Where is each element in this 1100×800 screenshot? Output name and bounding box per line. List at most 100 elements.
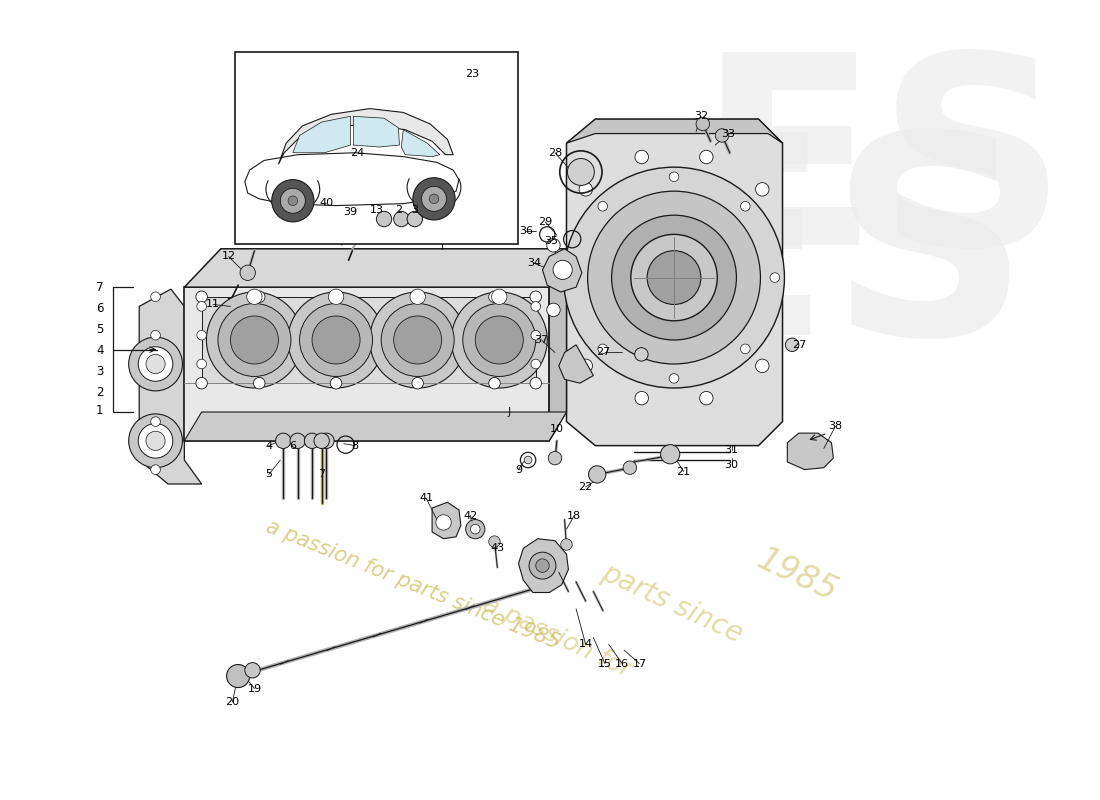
Text: 20: 20 bbox=[226, 697, 240, 707]
Text: 43: 43 bbox=[491, 543, 505, 554]
Polygon shape bbox=[425, 86, 459, 114]
Circle shape bbox=[312, 316, 360, 364]
Polygon shape bbox=[140, 289, 201, 484]
Text: 3: 3 bbox=[411, 206, 418, 215]
Text: 33: 33 bbox=[720, 129, 735, 138]
Polygon shape bbox=[394, 114, 490, 134]
Circle shape bbox=[151, 465, 161, 474]
Circle shape bbox=[411, 291, 424, 302]
Circle shape bbox=[598, 344, 607, 354]
Circle shape bbox=[288, 196, 298, 206]
Circle shape bbox=[290, 433, 306, 449]
Text: 12: 12 bbox=[221, 251, 235, 262]
Circle shape bbox=[568, 158, 594, 186]
Circle shape bbox=[276, 433, 290, 449]
Circle shape bbox=[139, 423, 173, 458]
Circle shape bbox=[415, 142, 469, 195]
Circle shape bbox=[785, 338, 799, 351]
Circle shape bbox=[288, 292, 384, 388]
Circle shape bbox=[197, 330, 207, 340]
Text: 32: 32 bbox=[694, 111, 708, 122]
Circle shape bbox=[700, 150, 713, 164]
Polygon shape bbox=[518, 538, 569, 593]
Circle shape bbox=[245, 662, 261, 678]
Text: 6: 6 bbox=[96, 302, 103, 315]
Circle shape bbox=[547, 303, 560, 317]
Text: 28: 28 bbox=[548, 148, 562, 158]
Circle shape bbox=[382, 303, 454, 377]
Circle shape bbox=[630, 234, 717, 321]
Polygon shape bbox=[788, 433, 834, 470]
Circle shape bbox=[129, 337, 183, 391]
Polygon shape bbox=[566, 119, 782, 446]
Polygon shape bbox=[559, 345, 593, 383]
Text: 2: 2 bbox=[96, 386, 103, 399]
Circle shape bbox=[635, 348, 648, 361]
Text: 7: 7 bbox=[96, 281, 103, 294]
Circle shape bbox=[151, 417, 161, 426]
Circle shape bbox=[635, 150, 648, 164]
Text: 5: 5 bbox=[96, 323, 103, 336]
Polygon shape bbox=[402, 130, 440, 157]
Circle shape bbox=[463, 303, 536, 377]
Polygon shape bbox=[245, 153, 459, 206]
Text: 1: 1 bbox=[96, 403, 103, 417]
Text: 36: 36 bbox=[519, 226, 534, 237]
Text: 38: 38 bbox=[828, 422, 843, 431]
Text: ES: ES bbox=[640, 123, 1031, 394]
Circle shape bbox=[451, 292, 548, 388]
Circle shape bbox=[334, 214, 348, 226]
Circle shape bbox=[146, 354, 165, 374]
Circle shape bbox=[536, 559, 549, 572]
Circle shape bbox=[330, 378, 342, 389]
Text: 39: 39 bbox=[343, 207, 358, 218]
Text: 16: 16 bbox=[615, 658, 629, 669]
Circle shape bbox=[623, 461, 637, 474]
Text: a passion for parts since 1985: a passion for parts since 1985 bbox=[263, 517, 562, 653]
Text: 21: 21 bbox=[676, 466, 691, 477]
Circle shape bbox=[370, 292, 465, 388]
Circle shape bbox=[196, 291, 208, 302]
Circle shape bbox=[436, 514, 451, 530]
Circle shape bbox=[425, 151, 459, 186]
Text: 2: 2 bbox=[395, 206, 402, 215]
Circle shape bbox=[305, 433, 320, 449]
Circle shape bbox=[146, 431, 165, 450]
Circle shape bbox=[329, 289, 343, 305]
Circle shape bbox=[740, 202, 750, 211]
Text: 42: 42 bbox=[463, 510, 477, 521]
Circle shape bbox=[394, 211, 409, 226]
Circle shape bbox=[129, 414, 183, 468]
Circle shape bbox=[139, 346, 173, 382]
Text: 6: 6 bbox=[289, 441, 296, 450]
Text: 34: 34 bbox=[527, 258, 541, 268]
Text: 14: 14 bbox=[579, 639, 593, 650]
Circle shape bbox=[421, 186, 447, 211]
Polygon shape bbox=[278, 109, 453, 164]
Text: 29: 29 bbox=[538, 217, 552, 227]
Circle shape bbox=[770, 273, 780, 282]
Text: 30: 30 bbox=[725, 460, 738, 470]
Text: 24: 24 bbox=[350, 148, 364, 158]
Text: 15: 15 bbox=[598, 658, 612, 669]
Circle shape bbox=[492, 289, 507, 305]
Circle shape bbox=[151, 292, 161, 302]
Text: 17: 17 bbox=[632, 658, 647, 669]
Polygon shape bbox=[201, 297, 536, 383]
Circle shape bbox=[330, 291, 342, 302]
Text: 7: 7 bbox=[318, 470, 326, 479]
Polygon shape bbox=[405, 132, 478, 205]
Circle shape bbox=[579, 359, 593, 373]
Circle shape bbox=[471, 524, 480, 534]
Circle shape bbox=[669, 172, 679, 182]
Circle shape bbox=[488, 291, 501, 302]
Circle shape bbox=[207, 292, 302, 388]
Circle shape bbox=[588, 466, 606, 483]
Text: 8: 8 bbox=[352, 441, 359, 450]
Polygon shape bbox=[566, 119, 782, 143]
Circle shape bbox=[432, 86, 451, 105]
Text: 37: 37 bbox=[535, 335, 549, 345]
Circle shape bbox=[647, 250, 701, 305]
Circle shape bbox=[531, 330, 540, 340]
Bar bbox=[235, 52, 518, 244]
